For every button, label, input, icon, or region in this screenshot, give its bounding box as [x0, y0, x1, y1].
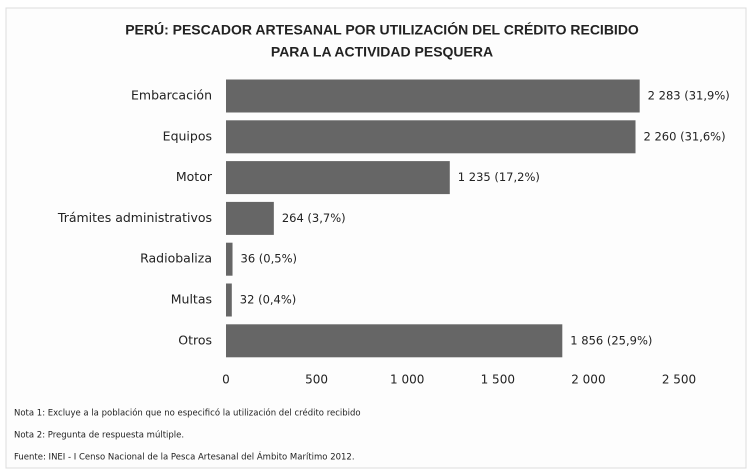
bar: [226, 201, 274, 235]
value-label: 1 235 (17,2%): [458, 170, 540, 184]
bar: [226, 120, 636, 154]
x-tick-label: 0: [222, 373, 230, 387]
y-tick-label: Motor: [176, 169, 213, 184]
bar: [226, 79, 640, 113]
chart-title: PARA LA ACTIVIDAD PESQUERA: [271, 44, 493, 60]
value-label: 264 (3,7%): [282, 211, 346, 225]
chart-title: PERÚ: PESCADOR ARTESANAL POR UTILIZACIÓN…: [125, 21, 639, 38]
value-label: 2 283 (31,9%): [648, 89, 730, 103]
y-tick-label: Otros: [178, 332, 212, 347]
source: Fuente: INEI - I Censo Nacional de la Pe…: [14, 451, 355, 463]
y-tick-label: Embarcación: [131, 88, 212, 103]
x-tick-label: 1 000: [390, 373, 424, 387]
x-tick-label: 2 000: [571, 373, 605, 387]
x-tick-label: 1 500: [481, 373, 515, 387]
note: Nota 1: Excluye a la población que no es…: [14, 408, 361, 419]
bar: [226, 283, 232, 317]
y-tick-label: Trámites administrativos: [57, 210, 212, 225]
bar: [226, 242, 233, 276]
chart-frame: [5, 7, 747, 469]
y-tick-label: Equipos: [163, 128, 212, 143]
value-label: 32 (0,4%): [240, 293, 296, 307]
value-label: 2 260 (31,6%): [644, 129, 726, 143]
y-tick-label: Multas: [171, 292, 212, 307]
bar: [226, 324, 563, 358]
value-label: 36 (0,5%): [241, 252, 297, 266]
y-tick-label: Radiobaliza: [140, 251, 212, 266]
value-label: 1 856 (25,9%): [570, 333, 652, 347]
x-tick-label: 2 500: [662, 373, 696, 387]
note: Nota 2: Pregunta de respuesta múltiple.: [14, 431, 184, 441]
x-tick-label: 500: [305, 373, 328, 387]
bar: [226, 161, 450, 195]
